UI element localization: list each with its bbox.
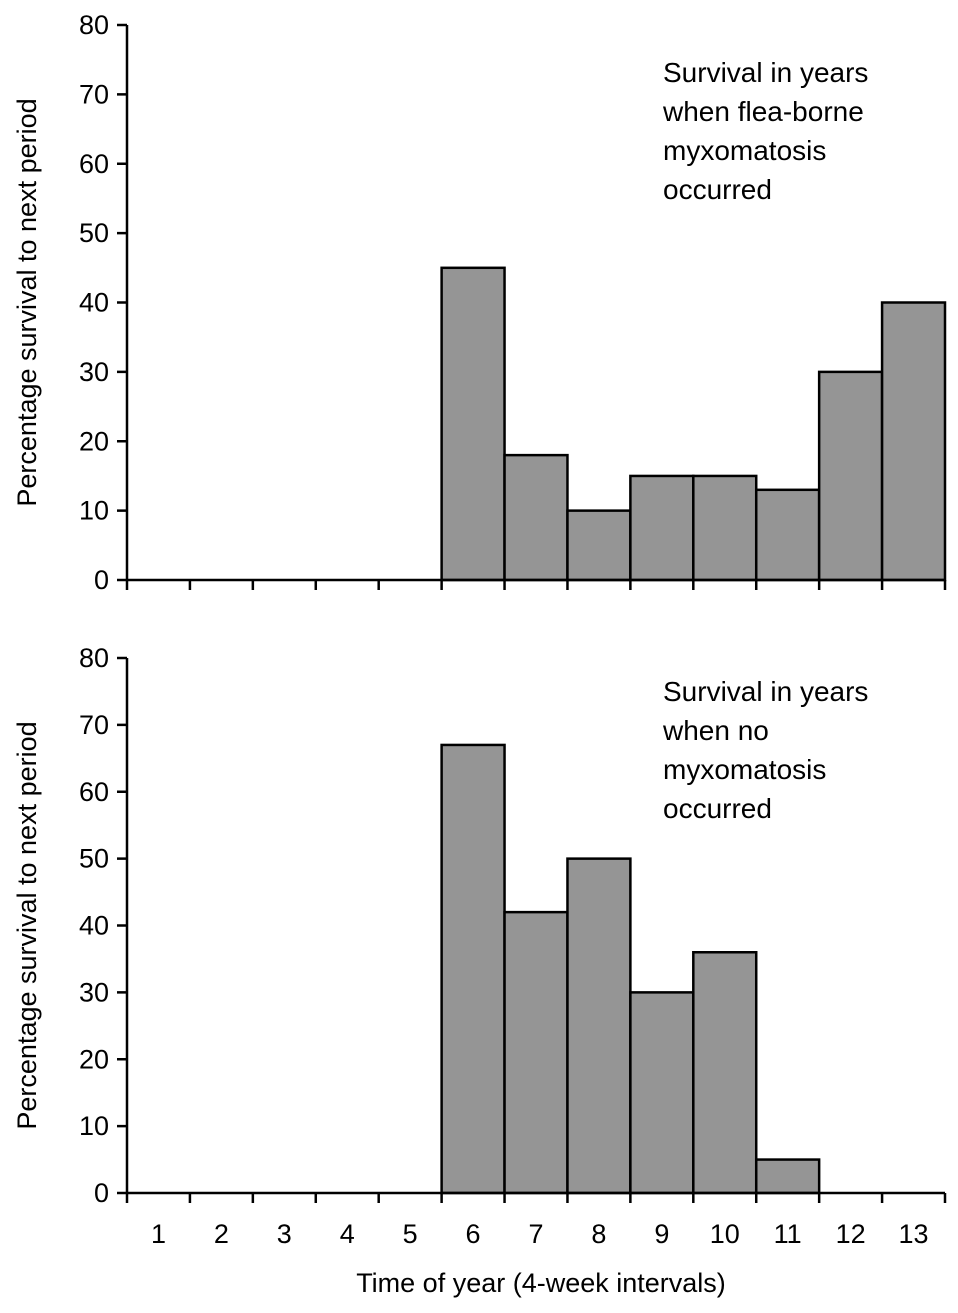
y-tick-label: 20 (79, 1044, 109, 1074)
x-tick-label: 9 (654, 1219, 669, 1249)
bar (566, 857, 632, 1195)
y-tick-label: 40 (79, 911, 109, 941)
bar (817, 370, 884, 582)
y-tick-label: 80 (79, 643, 109, 673)
bar (754, 1158, 821, 1195)
y-tick-label: 60 (79, 777, 109, 807)
bar (566, 509, 632, 582)
y-tick-label: 40 (79, 288, 109, 318)
panel-annotation-line: Survival in years (663, 57, 868, 88)
y-tick-label: 30 (79, 977, 109, 1007)
y-tick-label: 50 (79, 218, 109, 248)
x-tick-label: 2 (214, 1219, 229, 1249)
x-tick-label: 7 (528, 1219, 543, 1249)
y-axis-title: Percentage survival to next period (12, 721, 42, 1129)
y-tick-label: 70 (79, 79, 109, 109)
x-tick-label: 11 (774, 1219, 802, 1249)
x-tick-label: 1 (151, 1219, 166, 1249)
bar (880, 301, 947, 582)
bar (629, 474, 695, 582)
x-tick-label: 4 (340, 1219, 355, 1249)
x-tick-label: 12 (836, 1219, 866, 1249)
panel-annotation-line: when flea-borne (662, 96, 864, 127)
x-tick-label: 3 (277, 1219, 292, 1249)
y-tick-label: 20 (79, 426, 109, 456)
bar (503, 453, 569, 582)
bar (754, 488, 821, 582)
y-tick-label: 60 (79, 149, 109, 179)
bar (440, 743, 506, 1195)
bar (503, 910, 569, 1195)
panel-annotation-line: when no (662, 715, 769, 746)
y-axis-title: Percentage survival to next period (12, 98, 42, 506)
y-tick-label: 0 (94, 1178, 109, 1208)
x-tick-label: 13 (899, 1219, 929, 1249)
bar (440, 266, 506, 582)
top-panel: 0 10 20 30 40 50 60 70 80 Percentage survival to … (12, 10, 947, 595)
panel-annotation-line: myxomatosis (663, 135, 826, 166)
panel-annotation-line: occurred (663, 793, 772, 824)
x-tick-label: 5 (403, 1219, 418, 1249)
panel-annotation-line: occurred (663, 174, 772, 205)
bar (692, 474, 758, 582)
y-tick-label: 10 (79, 1111, 109, 1141)
y-tick-label: 0 (94, 565, 109, 595)
bar (629, 991, 695, 1195)
y-tick-label: 10 (79, 496, 109, 526)
y-tick-label: 30 (79, 357, 109, 387)
x-axis-title: Time of year (4-week intervals) (356, 1268, 726, 1298)
x-tick-label: 10 (710, 1219, 740, 1249)
y-tick-label: 70 (79, 710, 109, 740)
y-tick-label: 80 (79, 10, 109, 40)
bar (692, 951, 758, 1195)
y-tick-label: 50 (79, 844, 109, 874)
x-tick-label: 8 (591, 1219, 606, 1249)
panel-annotation-line: Survival in years (663, 676, 868, 707)
panel-annotation-line: myxomatosis (663, 754, 826, 785)
x-tick-label: 6 (466, 1219, 481, 1249)
